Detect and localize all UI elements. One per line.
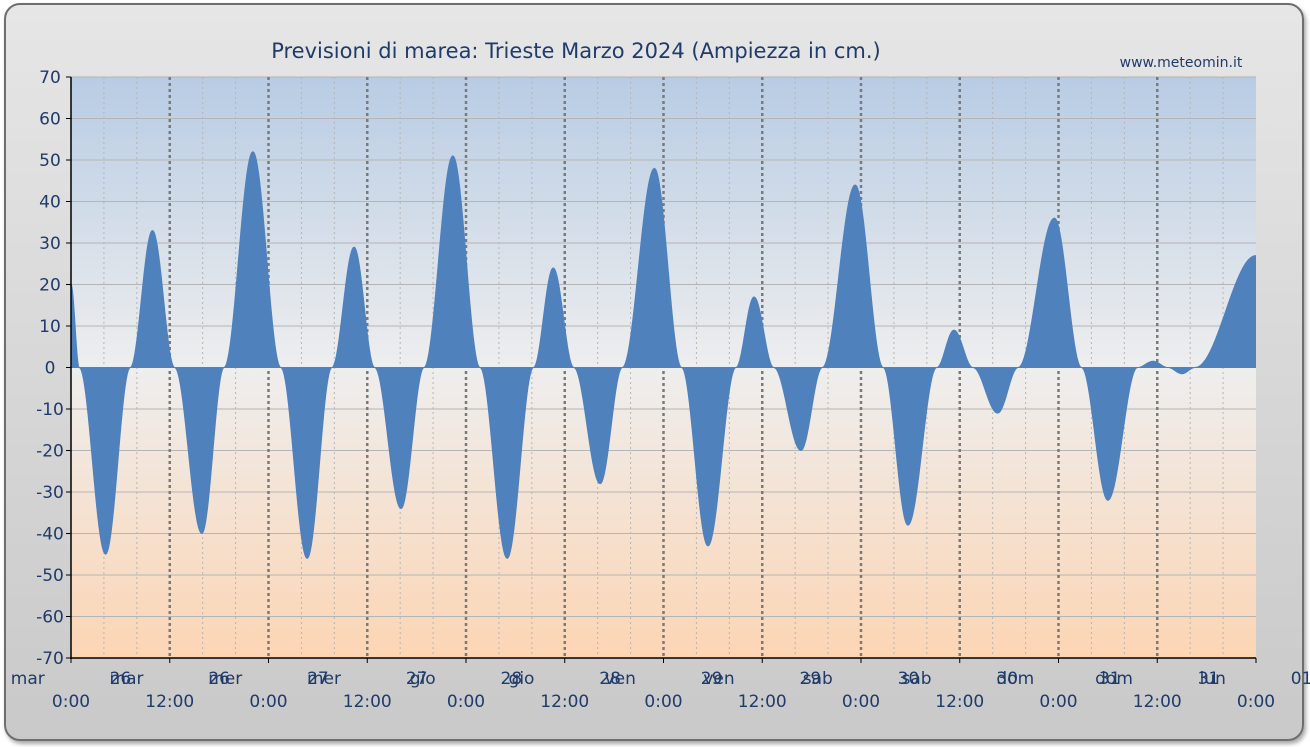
axes bbox=[66, 76, 1257, 663]
y-tick-label: -10 bbox=[36, 400, 64, 420]
x-tick-label-day: mar 26 bbox=[11, 669, 131, 689]
x-tick-label-day: dom 31 bbox=[1095, 669, 1219, 689]
x-tick-label-day: lun 01 bbox=[1200, 669, 1310, 689]
y-tick-label: 0 bbox=[45, 359, 56, 379]
x-tick-label-time: 0:00 bbox=[842, 692, 880, 712]
y-tick-label: -40 bbox=[36, 525, 64, 545]
y-tick-label: -60 bbox=[36, 608, 64, 628]
y-tick-label: 70 bbox=[39, 68, 61, 88]
y-tick-label: 50 bbox=[39, 151, 61, 171]
x-tick-label-day: mer 27 bbox=[208, 669, 329, 689]
x-tick-label-day: gio 28 bbox=[509, 669, 621, 689]
x-tick-label-time: 12:00 bbox=[540, 692, 589, 712]
y-tick-label: 40 bbox=[39, 193, 61, 213]
chart-title: Previsioni di marea: Trieste Marzo 2024 … bbox=[271, 39, 881, 63]
tide-series bbox=[71, 151, 1256, 560]
x-tick-label-day: ven 29 bbox=[605, 669, 723, 689]
tide-area bbox=[71, 151, 1256, 560]
x-tick-label-day: ven 29 bbox=[703, 669, 821, 689]
x-tick-label-time: 12:00 bbox=[1133, 692, 1182, 712]
source-label: www.meteomin.it bbox=[1120, 55, 1243, 71]
y-tick-label: 20 bbox=[39, 276, 61, 296]
x-axis-ticks: mar 26 0:00 mar 26 12:00 mer 27 0:00 mer 27 12:… bbox=[11, 669, 1310, 712]
y-tick-label: 10 bbox=[39, 317, 61, 337]
y-tick-label: 60 bbox=[39, 110, 61, 130]
x-tick-label-day: sab 30 bbox=[901, 669, 1018, 689]
x-tick-label-time: 0:00 bbox=[1039, 692, 1077, 712]
y-tick-label: -70 bbox=[36, 649, 64, 669]
y-tick-label: -50 bbox=[36, 566, 64, 586]
y-axis-ticks: 70 60 50 40 30 20 10 0 -10 -20 -30 -40 -50 -60 -70 bbox=[36, 68, 64, 669]
x-tick-label-time: 0:00 bbox=[52, 692, 90, 712]
x-tick-label-time: 12:00 bbox=[738, 692, 787, 712]
x-tick-label-time: 12:00 bbox=[343, 692, 392, 712]
x-tick-label-time: 0:00 bbox=[1237, 692, 1275, 712]
x-tick-label-day: gio 28 bbox=[410, 669, 522, 689]
x-tick-label-time: 0:00 bbox=[644, 692, 682, 712]
y-tick-label: 30 bbox=[39, 234, 61, 254]
x-tick-label-day: sab 30 bbox=[803, 669, 920, 689]
x-tick-label-time: 12:00 bbox=[145, 692, 194, 712]
x-tick-label-time: 12:00 bbox=[935, 692, 984, 712]
y-tick-label: -30 bbox=[36, 483, 64, 503]
x-tick-label-day: mar 26 bbox=[110, 669, 230, 689]
x-tick-label-day: mer 27 bbox=[307, 669, 428, 689]
x-tick-label-day: dom 31 bbox=[996, 669, 1120, 689]
x-tick-label-time: 0:00 bbox=[249, 692, 287, 712]
x-tick-label-time: 0:00 bbox=[447, 692, 485, 712]
y-tick-label: -20 bbox=[36, 442, 64, 462]
